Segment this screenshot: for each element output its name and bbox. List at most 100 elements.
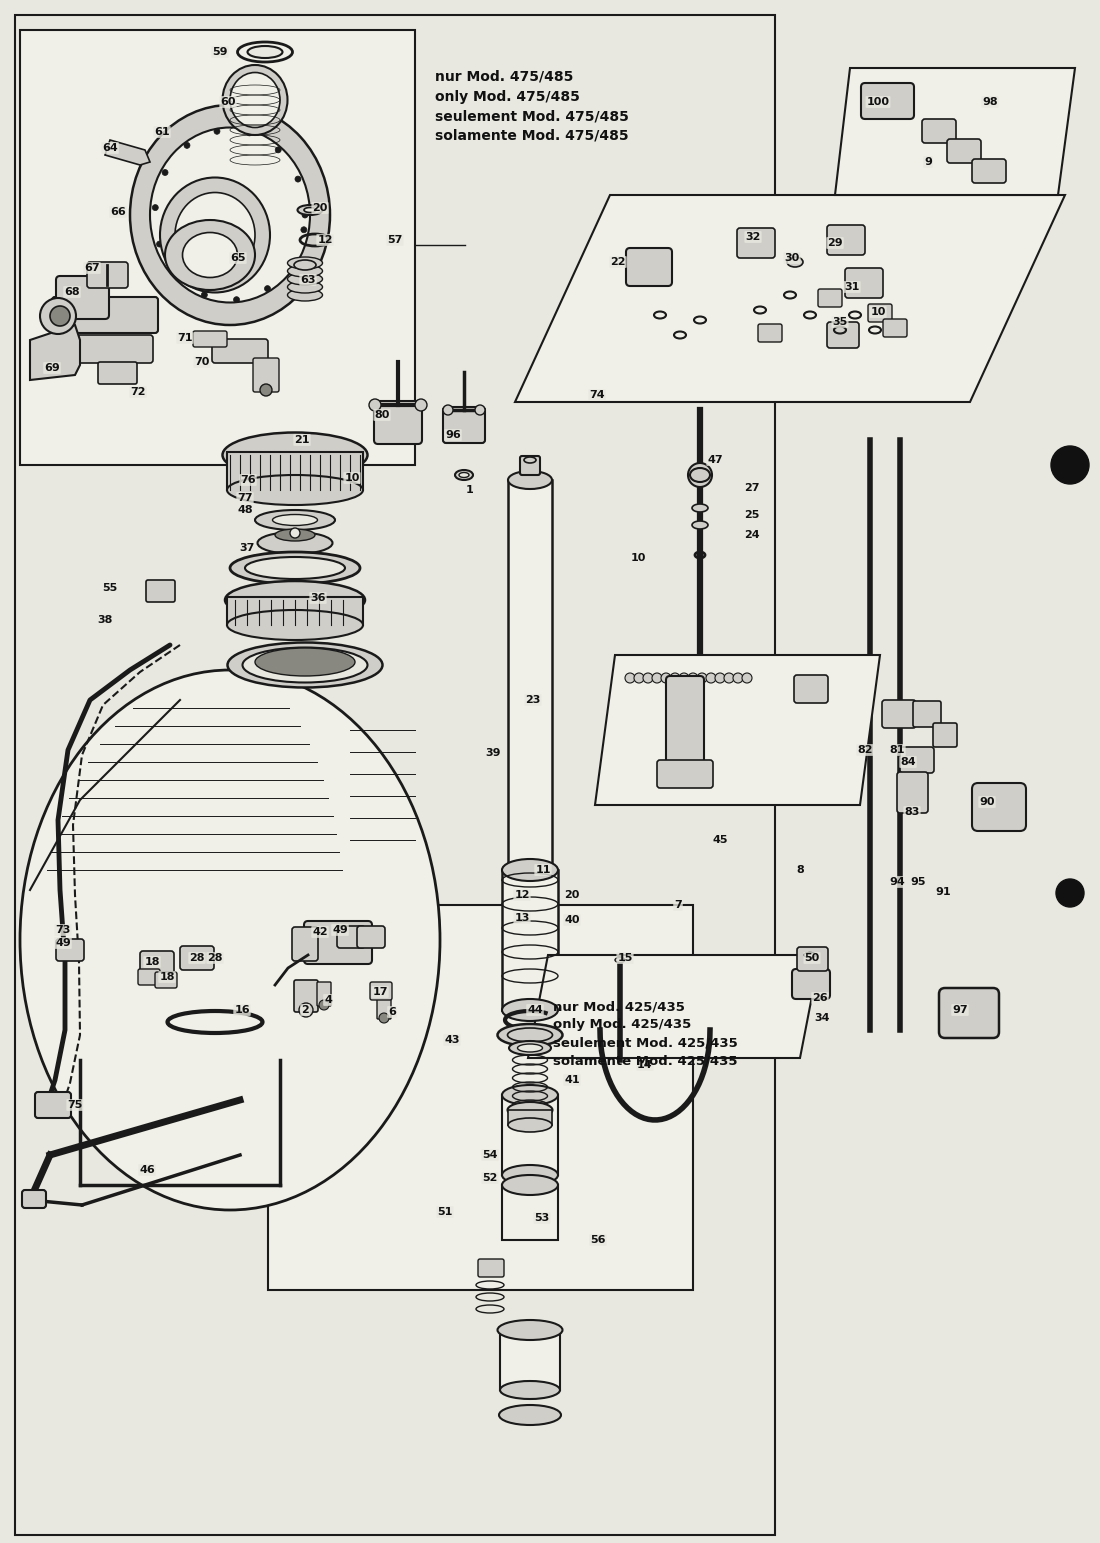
Text: 11: 11 xyxy=(536,866,551,875)
Text: 63: 63 xyxy=(300,275,316,285)
Ellipse shape xyxy=(502,1176,558,1194)
Text: 6: 6 xyxy=(388,1008,396,1017)
Ellipse shape xyxy=(502,859,558,881)
Text: 47: 47 xyxy=(707,455,723,464)
Text: nur Mod. 475/485
only Mod. 475/485
seulement Mod. 475/485
solamente Mod. 475/485: nur Mod. 475/485 only Mod. 475/485 seule… xyxy=(434,69,629,142)
Text: 95: 95 xyxy=(911,876,926,887)
Circle shape xyxy=(301,227,307,233)
Text: 39: 39 xyxy=(485,748,501,758)
Text: 18: 18 xyxy=(144,957,159,967)
Circle shape xyxy=(156,241,163,247)
Text: 29: 29 xyxy=(827,238,843,248)
Ellipse shape xyxy=(297,205,322,214)
FancyBboxPatch shape xyxy=(478,1259,504,1278)
FancyBboxPatch shape xyxy=(845,268,883,298)
Text: 72: 72 xyxy=(130,387,145,397)
Text: 21: 21 xyxy=(295,435,310,444)
Text: 22: 22 xyxy=(610,258,626,267)
Text: 43: 43 xyxy=(444,1035,460,1045)
Text: 15: 15 xyxy=(617,954,632,963)
Text: 40: 40 xyxy=(564,915,580,924)
Polygon shape xyxy=(515,194,1065,403)
Text: 27: 27 xyxy=(745,483,760,494)
Text: 49: 49 xyxy=(332,924,348,935)
Bar xyxy=(227,597,363,625)
Text: 45: 45 xyxy=(713,835,728,846)
Text: 74: 74 xyxy=(590,390,605,400)
Ellipse shape xyxy=(507,1102,552,1119)
FancyBboxPatch shape xyxy=(939,988,999,1038)
FancyBboxPatch shape xyxy=(56,940,84,961)
Ellipse shape xyxy=(248,46,283,59)
Text: 55: 55 xyxy=(102,583,118,593)
Circle shape xyxy=(644,673,653,684)
Ellipse shape xyxy=(497,1025,562,1046)
Text: 7: 7 xyxy=(674,900,682,910)
FancyBboxPatch shape xyxy=(22,1190,46,1208)
Circle shape xyxy=(288,261,295,267)
FancyBboxPatch shape xyxy=(737,228,775,258)
Circle shape xyxy=(1050,446,1089,485)
FancyBboxPatch shape xyxy=(56,276,109,319)
Ellipse shape xyxy=(615,958,625,963)
Ellipse shape xyxy=(245,557,345,579)
Ellipse shape xyxy=(524,457,536,463)
Ellipse shape xyxy=(226,582,365,619)
FancyBboxPatch shape xyxy=(933,724,957,747)
Ellipse shape xyxy=(459,472,469,477)
Text: 51: 51 xyxy=(438,1207,453,1217)
Ellipse shape xyxy=(130,105,330,326)
FancyBboxPatch shape xyxy=(180,946,214,971)
Bar xyxy=(15,15,775,1535)
FancyBboxPatch shape xyxy=(666,676,704,775)
Polygon shape xyxy=(595,654,880,805)
Circle shape xyxy=(415,400,427,410)
Ellipse shape xyxy=(287,265,322,278)
FancyBboxPatch shape xyxy=(520,457,540,475)
FancyBboxPatch shape xyxy=(304,921,372,964)
FancyBboxPatch shape xyxy=(377,995,390,1018)
Text: 84: 84 xyxy=(900,758,916,767)
Text: 61: 61 xyxy=(154,127,169,137)
Ellipse shape xyxy=(287,258,322,268)
Ellipse shape xyxy=(294,261,316,270)
Circle shape xyxy=(152,205,158,210)
Ellipse shape xyxy=(150,128,310,302)
Text: 4: 4 xyxy=(324,995,332,1004)
Circle shape xyxy=(475,404,485,415)
Text: 83: 83 xyxy=(904,807,920,816)
Ellipse shape xyxy=(255,648,355,676)
Bar xyxy=(508,480,552,870)
Text: 64: 64 xyxy=(102,143,118,153)
Text: 32: 32 xyxy=(746,231,761,242)
Circle shape xyxy=(634,673,643,684)
Ellipse shape xyxy=(222,65,287,134)
Ellipse shape xyxy=(222,432,367,477)
Text: 100: 100 xyxy=(867,97,890,106)
Text: 82: 82 xyxy=(857,745,872,755)
Ellipse shape xyxy=(508,1119,552,1133)
Text: 52: 52 xyxy=(482,1173,497,1183)
FancyBboxPatch shape xyxy=(657,761,713,788)
Bar xyxy=(502,1096,558,1176)
Circle shape xyxy=(724,673,734,684)
Ellipse shape xyxy=(287,289,322,301)
Text: 10: 10 xyxy=(344,474,360,483)
Ellipse shape xyxy=(502,998,558,1021)
FancyBboxPatch shape xyxy=(294,980,318,1012)
Ellipse shape xyxy=(499,1406,561,1426)
Ellipse shape xyxy=(692,505,708,512)
FancyBboxPatch shape xyxy=(98,363,138,384)
Circle shape xyxy=(1056,880,1084,907)
Bar xyxy=(502,870,558,1011)
Text: 20: 20 xyxy=(564,890,580,900)
Circle shape xyxy=(379,1014,389,1023)
Circle shape xyxy=(275,147,282,153)
Circle shape xyxy=(742,673,752,684)
Circle shape xyxy=(246,130,252,136)
Circle shape xyxy=(299,1003,314,1017)
Circle shape xyxy=(715,673,725,684)
FancyBboxPatch shape xyxy=(896,772,928,813)
Circle shape xyxy=(319,1000,329,1011)
FancyBboxPatch shape xyxy=(883,319,908,336)
